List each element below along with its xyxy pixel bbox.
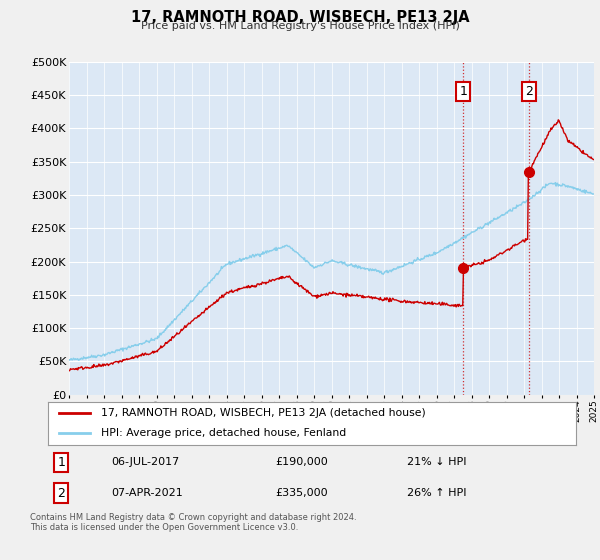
Text: Price paid vs. HM Land Registry's House Price Index (HPI): Price paid vs. HM Land Registry's House … <box>140 21 460 31</box>
Text: 21% ↓ HPI: 21% ↓ HPI <box>407 457 467 467</box>
Text: 1: 1 <box>57 456 65 469</box>
Text: £190,000: £190,000 <box>275 457 328 467</box>
Text: 06-JUL-2017: 06-JUL-2017 <box>112 457 179 467</box>
Text: HPI: Average price, detached house, Fenland: HPI: Average price, detached house, Fenl… <box>101 428 346 438</box>
Text: 17, RAMNOTH ROAD, WISBECH, PE13 2JA (detached house): 17, RAMNOTH ROAD, WISBECH, PE13 2JA (det… <box>101 408 425 418</box>
Text: 26% ↑ HPI: 26% ↑ HPI <box>407 488 467 498</box>
Text: 2: 2 <box>57 487 65 500</box>
Text: Contains HM Land Registry data © Crown copyright and database right 2024.: Contains HM Land Registry data © Crown c… <box>30 513 356 522</box>
Text: 2: 2 <box>525 85 533 98</box>
Text: £335,000: £335,000 <box>275 488 328 498</box>
Text: 17, RAMNOTH ROAD, WISBECH, PE13 2JA: 17, RAMNOTH ROAD, WISBECH, PE13 2JA <box>131 10 469 25</box>
Text: 1: 1 <box>460 85 467 98</box>
Text: This data is licensed under the Open Government Licence v3.0.: This data is licensed under the Open Gov… <box>30 523 298 533</box>
Text: 07-APR-2021: 07-APR-2021 <box>112 488 183 498</box>
